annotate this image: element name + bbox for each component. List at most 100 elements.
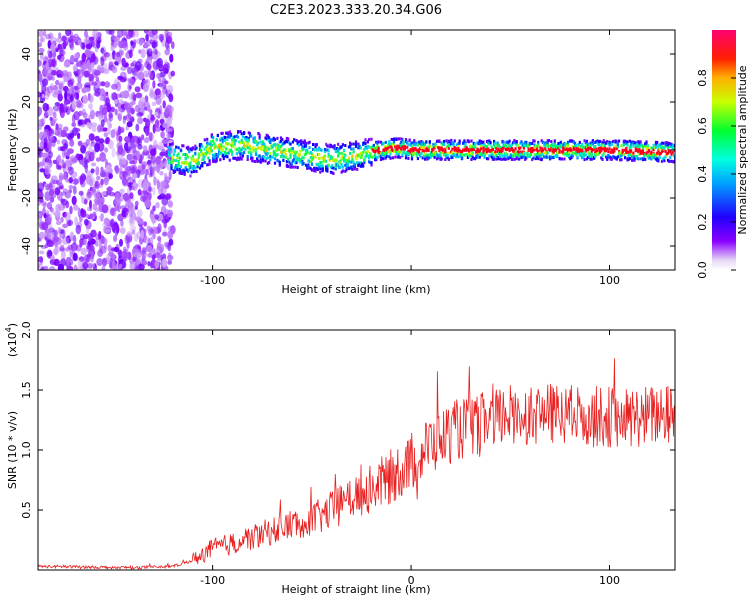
signal-cell — [181, 169, 184, 173]
signal-cell — [622, 143, 625, 147]
signal-cell — [227, 142, 230, 146]
signal-cell — [276, 153, 279, 156]
noise-cell — [143, 145, 148, 153]
signal-cell — [232, 156, 235, 160]
signal-cell — [531, 158, 534, 162]
signal-cell — [366, 145, 369, 149]
signal-cell — [549, 157, 552, 161]
noise-cell — [129, 165, 136, 175]
signal-cell — [639, 157, 642, 161]
signal-cell — [182, 168, 185, 172]
signal-cell — [238, 157, 241, 161]
signal-cell — [531, 150, 534, 154]
signal-cell — [604, 155, 608, 159]
signal-cell — [671, 151, 674, 154]
signal-cell — [425, 149, 428, 153]
noise-cell — [131, 229, 136, 235]
signal-cell — [556, 155, 559, 158]
noise-cell — [74, 92, 79, 100]
signal-cell — [206, 163, 209, 167]
noise-cell — [162, 67, 169, 74]
signal-cell — [424, 155, 427, 159]
signal-cell — [451, 156, 454, 159]
noise-cell — [86, 253, 92, 258]
signal-cell — [377, 146, 380, 150]
signal-cell — [485, 140, 489, 143]
signal-cell — [628, 157, 631, 161]
noise-cell — [107, 244, 112, 252]
noise-cell — [140, 190, 147, 200]
signal-cell — [239, 141, 242, 145]
spectrogram-xtick-label: 100 — [599, 274, 620, 287]
signal-cell — [438, 149, 441, 153]
signal-cell — [662, 149, 665, 153]
signal-cell — [213, 155, 216, 159]
signal-cell — [401, 145, 404, 149]
signal-cell — [606, 157, 609, 161]
signal-cell — [564, 147, 567, 151]
signal-cell — [323, 158, 327, 162]
signal-cell — [435, 153, 439, 157]
signal-cell — [460, 150, 464, 153]
signal-cell — [177, 159, 180, 163]
signal-cell — [552, 148, 555, 152]
signal-cell — [613, 146, 616, 150]
noise-cell — [103, 228, 111, 233]
signal-cell — [462, 153, 465, 157]
noise-cell — [38, 262, 41, 269]
signal-cell — [497, 147, 500, 151]
signal-cell — [178, 167, 181, 171]
signal-cell — [347, 145, 350, 149]
signal-cell — [458, 141, 461, 145]
signal-cell — [270, 146, 273, 150]
noise-cell — [119, 158, 123, 167]
signal-cell — [310, 158, 314, 162]
noise-cell — [167, 259, 172, 265]
signal-cell — [435, 145, 439, 149]
signal-cell — [551, 143, 554, 147]
signal-cell — [456, 143, 459, 147]
signal-cell — [445, 139, 448, 143]
signal-cell — [604, 141, 608, 145]
signal-cell — [289, 153, 292, 156]
noise-cell — [69, 139, 75, 147]
signal-cell — [458, 139, 461, 143]
signal-cell — [631, 152, 634, 156]
signal-cell — [535, 147, 539, 150]
signal-cell — [544, 144, 547, 148]
signal-cell — [562, 148, 565, 152]
signal-cell — [453, 146, 456, 150]
signal-cell — [624, 156, 627, 160]
signal-cell — [512, 154, 515, 158]
signal-cell — [664, 144, 667, 148]
signal-cell — [484, 151, 487, 155]
signal-cell — [627, 157, 630, 161]
signal-cell — [222, 157, 225, 161]
noise-cell — [57, 43, 62, 50]
signal-cell — [429, 155, 433, 159]
noise-cell — [87, 92, 91, 102]
noise-cell — [135, 123, 140, 132]
signal-cell — [420, 146, 423, 150]
signal-cell — [590, 157, 593, 161]
signal-cell — [513, 139, 516, 142]
signal-cell — [188, 168, 191, 172]
signal-cell — [225, 141, 228, 145]
signal-cell — [210, 135, 213, 139]
noise-cell — [152, 168, 156, 179]
signal-cell — [660, 150, 664, 154]
signal-cell — [594, 145, 597, 148]
signal-cell — [633, 158, 636, 162]
signal-cell — [344, 159, 347, 163]
signal-cell — [585, 149, 589, 153]
signal-cell — [300, 142, 303, 146]
noise-cell — [113, 211, 117, 217]
signal-cell — [295, 158, 298, 162]
noise-cell — [159, 118, 165, 125]
signal-cell — [478, 155, 481, 159]
noise-cell — [149, 131, 153, 142]
signal-cell — [256, 157, 259, 161]
noise-cell — [110, 92, 117, 101]
signal-cell — [357, 154, 360, 158]
signal-cell — [347, 156, 350, 160]
